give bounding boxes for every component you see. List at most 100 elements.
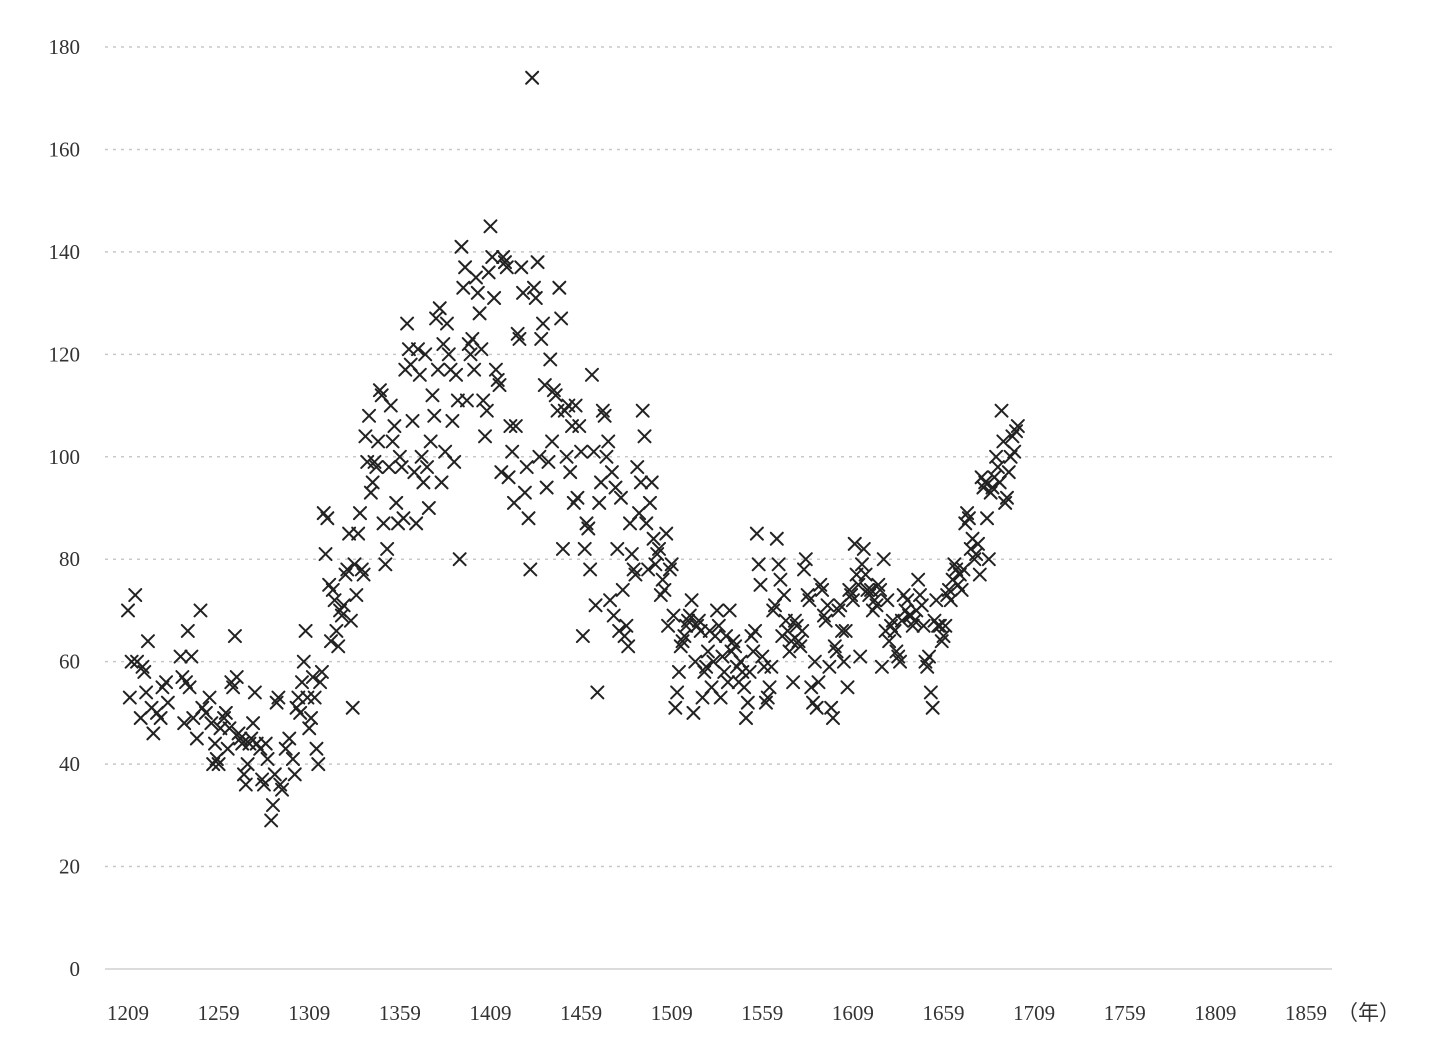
- data-point: [700, 644, 715, 659]
- data-point: [893, 654, 908, 669]
- data-point: [305, 670, 320, 685]
- data-point: [267, 767, 282, 782]
- data-point: [854, 557, 869, 572]
- data-point: [914, 598, 929, 613]
- data-point: [615, 582, 630, 597]
- data-point: [436, 337, 451, 352]
- data-point: [981, 552, 996, 567]
- data-point: [320, 511, 335, 526]
- data-point: [389, 495, 404, 510]
- data-point: [418, 347, 433, 362]
- data-point: [193, 603, 208, 618]
- data-point: [728, 639, 743, 654]
- data-point: [184, 649, 199, 664]
- data-point: [400, 316, 415, 331]
- data-point: [980, 511, 995, 526]
- data-point: [1010, 419, 1025, 434]
- data-point: [548, 388, 563, 403]
- data-point: [543, 352, 558, 367]
- data-point: [613, 490, 628, 505]
- data-point: [581, 521, 596, 536]
- data-point: [409, 516, 424, 531]
- data-point: [508, 419, 523, 434]
- data-point: [608, 480, 623, 495]
- data-point: [597, 408, 612, 423]
- data-point: [275, 782, 290, 797]
- data-point: [762, 680, 777, 695]
- data-point: [916, 618, 931, 633]
- data-point: [429, 311, 444, 326]
- data-point: [575, 629, 590, 644]
- data-point: [825, 711, 840, 726]
- data-point: [583, 562, 598, 577]
- data-point: [954, 582, 969, 597]
- data-point: [459, 393, 474, 408]
- data-point: [720, 675, 735, 690]
- data-point: [738, 711, 753, 726]
- data-point: [476, 393, 491, 408]
- data-point: [351, 526, 366, 541]
- data-point: [586, 444, 601, 459]
- data-point: [369, 460, 384, 475]
- y-tick-label-60: 60: [59, 650, 80, 674]
- data-point: [657, 582, 672, 597]
- data-point: [682, 608, 697, 623]
- data-point: [240, 757, 255, 772]
- data-point: [385, 434, 400, 449]
- data-point: [124, 654, 139, 669]
- data-point: [454, 239, 469, 254]
- data-point: [394, 460, 409, 475]
- data-point: [182, 680, 197, 695]
- data-point: [356, 567, 371, 582]
- data-point: [430, 362, 445, 377]
- data-point: [999, 490, 1014, 505]
- y-tick-label-80: 80: [59, 547, 80, 571]
- data-point: [628, 567, 643, 582]
- data-point: [536, 316, 551, 331]
- data-point: [876, 552, 891, 567]
- data-point: [1007, 444, 1022, 459]
- x-tick-label-1309: 1309: [288, 1001, 330, 1025]
- data-point: [777, 588, 792, 603]
- data-point: [503, 419, 518, 434]
- data-point: [327, 593, 342, 608]
- data-point: [358, 429, 373, 444]
- data-point: [624, 547, 639, 562]
- data-point: [574, 444, 589, 459]
- data-point: [227, 629, 242, 644]
- data-point: [664, 557, 679, 572]
- data-point: [512, 331, 527, 346]
- x-tick-label-1509: 1509: [651, 1001, 693, 1025]
- data-point: [449, 367, 464, 382]
- data-point: [869, 598, 884, 613]
- data-point: [220, 741, 235, 756]
- x-tick-label-1259: 1259: [198, 1001, 240, 1025]
- data-point: [994, 403, 1009, 418]
- data-point: [621, 639, 636, 654]
- data-point: [853, 649, 868, 664]
- data-point: [684, 593, 699, 608]
- data-point: [592, 495, 607, 510]
- data-point: [845, 593, 860, 608]
- data-point: [285, 751, 300, 766]
- data-point: [633, 475, 648, 490]
- data-point: [499, 260, 514, 275]
- data-point: [666, 608, 681, 623]
- data-point: [713, 690, 728, 705]
- data-point: [140, 634, 155, 649]
- data-point: [447, 454, 462, 469]
- data-point: [260, 751, 275, 766]
- data-point: [378, 557, 393, 572]
- data-point: [635, 403, 650, 418]
- data-point: [311, 757, 326, 772]
- data-point: [604, 465, 619, 480]
- data-point: [990, 460, 1005, 475]
- data-point: [456, 280, 471, 295]
- data-point: [563, 465, 578, 480]
- data-point: [641, 562, 656, 577]
- data-point: [970, 536, 985, 551]
- data-point: [811, 675, 826, 690]
- data-point: [923, 685, 938, 700]
- data-point: [938, 618, 953, 633]
